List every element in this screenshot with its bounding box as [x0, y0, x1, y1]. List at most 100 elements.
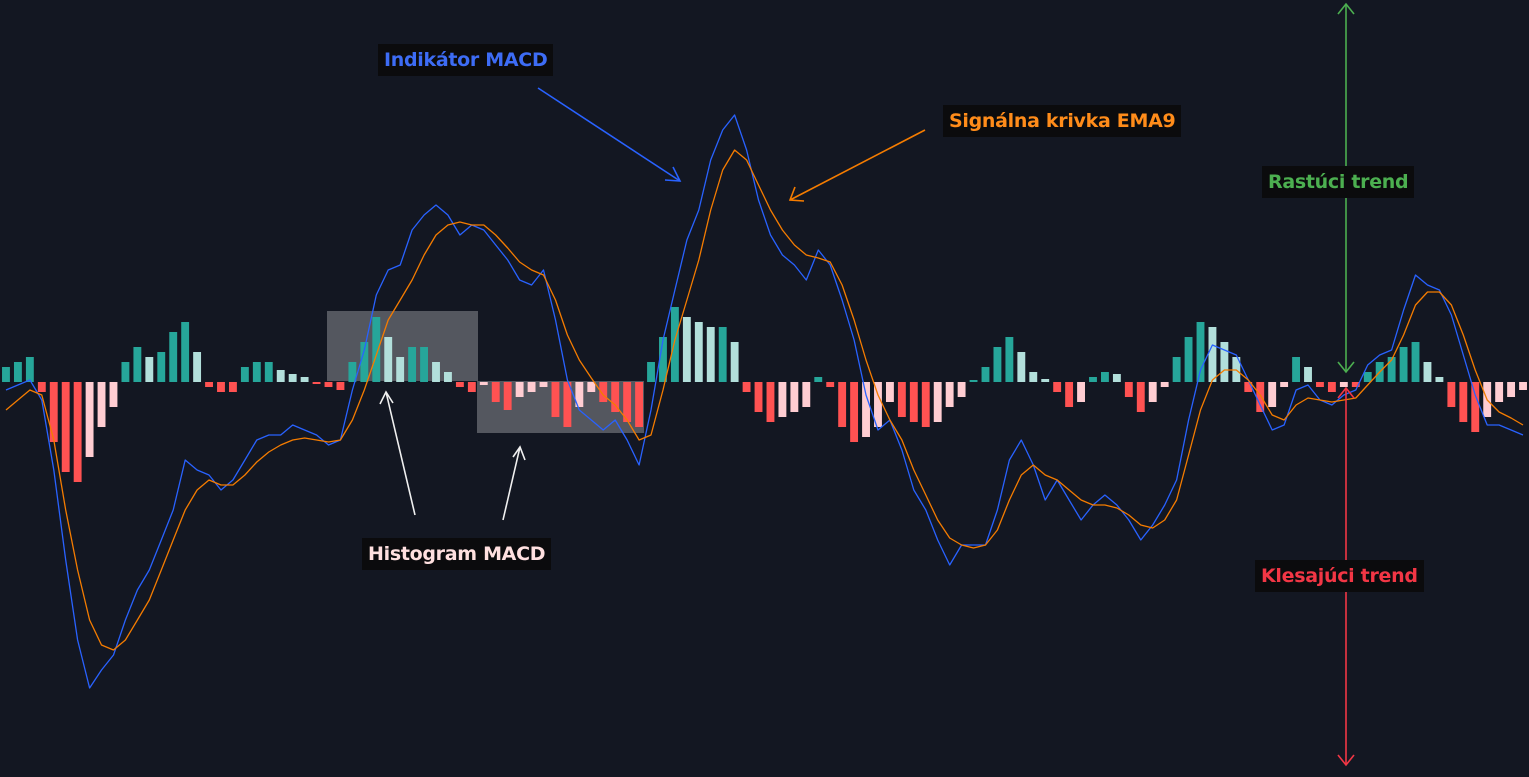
histogram-bar: [945, 382, 954, 407]
histogram-bar: [862, 382, 870, 437]
histogram-bar: [790, 382, 799, 412]
histogram-bar: [348, 362, 357, 382]
histogram-bar: [420, 347, 429, 382]
histogram-bar: [181, 322, 190, 382]
histogram-bar: [647, 362, 655, 382]
histogram-bar: [491, 382, 500, 402]
histogram-bar: [240, 367, 249, 382]
histogram-bar: [814, 377, 823, 382]
histogram-bar: [826, 382, 835, 387]
histogram-bar: [1268, 382, 1277, 407]
histogram-bar: [13, 362, 22, 382]
histogram-bar: [897, 382, 906, 417]
histogram-bar: [1136, 382, 1145, 412]
line-series: [5, 149, 1524, 651]
histogram-bar: [694, 322, 703, 382]
histogram-bar: [742, 382, 751, 392]
histogram-bar: [778, 382, 787, 417]
histogram-bar: [408, 347, 417, 382]
histogram-bar: [527, 382, 536, 392]
histogram-bar: [2, 367, 10, 382]
histogram-bar: [264, 362, 273, 382]
annotation: Histogram MACD: [362, 538, 552, 570]
histogram-bar: [563, 382, 572, 427]
histogram-bar: [109, 382, 118, 407]
histogram-bar: [515, 382, 524, 397]
line-series: [5, 114, 1524, 689]
histogram-bar: [228, 382, 237, 392]
histogram-bar: [73, 382, 82, 482]
histogram-bar: [193, 352, 202, 382]
histogram-bar: [766, 382, 775, 422]
histogram-bar: [25, 357, 34, 382]
histogram-bar: [623, 382, 632, 422]
histogram-bar: [372, 317, 381, 382]
histogram: [2, 307, 1527, 482]
histogram-bar: [37, 382, 46, 392]
histogram-bar: [133, 347, 142, 382]
histogram-bar: [1172, 357, 1181, 382]
histogram-bar: [1077, 382, 1085, 402]
histogram-bar: [1208, 327, 1217, 382]
histogram-bar: [467, 382, 476, 392]
histogram-bar: [503, 382, 512, 410]
histogram-bar: [1304, 367, 1312, 382]
arrow: [788, 129, 926, 202]
histogram-bar: [1244, 382, 1253, 392]
histogram-bar: [802, 382, 811, 407]
histogram-bar: [396, 357, 405, 382]
histogram-bar: [455, 382, 464, 387]
histogram-bar: [1089, 377, 1097, 382]
histogram-bar: [97, 382, 106, 427]
histogram-bar: [1041, 379, 1050, 382]
histogram-bar: [205, 382, 213, 387]
histogram-bar: [1351, 382, 1360, 387]
histogram-bar: [718, 327, 727, 382]
lines: [5, 114, 1524, 689]
histogram-bar: [336, 382, 345, 390]
histogram-bar: [921, 382, 930, 427]
histogram-bar: [1017, 352, 1026, 382]
annotation: Klesajúci trend: [1255, 560, 1424, 592]
histogram-bar: [1387, 357, 1396, 382]
histogram-bar: [1065, 382, 1074, 407]
histogram-bar: [384, 337, 393, 382]
histogram-bar: [1327, 382, 1336, 392]
histogram-bar: [49, 382, 58, 442]
annotation: Rastúci trend: [1262, 166, 1415, 198]
histogram-bar: [850, 382, 859, 442]
histogram-bar: [276, 370, 285, 382]
histogram-bar: [611, 382, 620, 412]
histogram-bar: [85, 382, 94, 457]
histogram-bar: [1399, 347, 1408, 382]
histogram-bar: [444, 372, 452, 382]
histogram-bar: [1411, 342, 1420, 382]
histogram-bar: [1196, 322, 1205, 382]
histogram-bar: [324, 382, 333, 387]
histogram-bar: [61, 382, 70, 472]
histogram-bar: [670, 307, 679, 382]
histogram-bar: [981, 367, 990, 382]
histogram-bar: [157, 352, 166, 382]
histogram-bar: [1220, 342, 1229, 382]
annotation: Indikátor MACD: [378, 44, 554, 76]
histogram-bar: [1184, 337, 1193, 382]
histogram-bar: [1112, 374, 1121, 382]
histogram-bar: [1053, 382, 1062, 392]
annotation: Signálna krivka EMA9: [943, 105, 1182, 137]
histogram-bar: [909, 382, 918, 422]
histogram-bar: [360, 342, 369, 382]
histogram-bar: [1495, 382, 1504, 402]
histogram-bar: [1005, 337, 1014, 382]
histogram-bar: [252, 362, 261, 382]
histogram-bar: [874, 382, 882, 427]
histogram-bar: [1292, 357, 1301, 382]
histogram-bar: [635, 382, 644, 427]
histogram-bar: [1447, 382, 1456, 407]
histogram-bar: [730, 342, 739, 382]
histogram-bar: [1124, 382, 1133, 397]
arrow: [379, 390, 416, 516]
histogram-bar: [1339, 382, 1348, 387]
